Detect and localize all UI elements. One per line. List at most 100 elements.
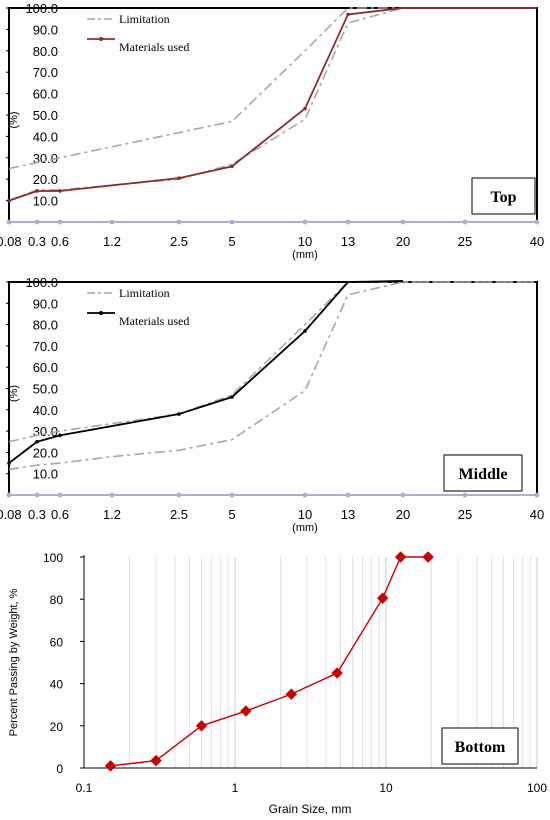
y-axis-title: (%) (8, 385, 20, 402)
grading-marker (376, 592, 389, 604)
baseline-marker (229, 492, 235, 498)
x-tick-label: 0.08 (0, 507, 22, 522)
x-tick-label: 5 (228, 507, 235, 522)
baseline-marker (345, 219, 351, 225)
x-tick-label: 40 (530, 507, 544, 522)
chart-top: 10.020.030.040.050.060.070.080.090.0100.… (0, 1, 544, 261)
chart-middle: 10.020.030.040.050.060.070.080.090.0100.… (0, 275, 544, 534)
y-tick-label: 50.0 (33, 382, 58, 397)
baseline-marker (302, 219, 308, 225)
x-tick-label: 0.08 (0, 234, 22, 249)
materials-used-marker (303, 106, 307, 111)
x-tick-label: 10 (298, 507, 312, 522)
baseline-marker (6, 492, 12, 498)
baseline-marker (109, 492, 115, 498)
legend-materials-marker (99, 311, 103, 315)
grading-marker (331, 667, 343, 679)
x-tick-label: 20 (396, 234, 410, 249)
y-tick-label: 40.0 (33, 403, 58, 418)
baseline-marker (345, 492, 351, 498)
y-tick-label: 90.0 (33, 296, 58, 311)
baseline-marker (34, 492, 40, 498)
y-tick-label: 40.0 (33, 129, 58, 144)
grading-marker (195, 720, 208, 732)
limitation-line (8, 7, 537, 202)
y-axis-title: Percent Passing by Weight, % (8, 588, 20, 736)
baseline-marker (462, 492, 468, 498)
y-tick-label: 90.0 (33, 22, 58, 37)
materials-used-line (8, 7, 537, 202)
y-tick-label: 0 (56, 762, 63, 776)
y-tick-label: 60 (50, 635, 64, 649)
materials-used-marker (177, 412, 181, 416)
limitation-line (8, 281, 537, 443)
legend-materials-marker (99, 37, 103, 41)
x-tick-label: 1 (232, 781, 239, 795)
y-tick-label: 60.0 (33, 360, 58, 375)
y-tick-label: 10.0 (33, 467, 58, 482)
baseline-marker (534, 219, 540, 225)
limitation-line (8, 281, 537, 471)
legend-limitation-label: Limitation (119, 286, 170, 300)
grading-marker (104, 760, 117, 772)
materials-used-marker (7, 198, 11, 203)
grading-line (110, 556, 429, 767)
materials-used-marker (230, 395, 234, 399)
grading-marker (285, 688, 298, 700)
legend-materials-label: Materials used (119, 314, 189, 328)
baseline-marker (57, 492, 63, 498)
panel-label: Bottom (455, 739, 506, 756)
baseline-marker (57, 219, 63, 225)
x-tick-label: 1.2 (103, 507, 121, 522)
x-tick-label: 1.2 (103, 234, 121, 249)
limitation-line (8, 7, 537, 170)
y-tick-label: 20 (50, 720, 64, 734)
x-tick-label: 2.5 (170, 507, 188, 522)
materials-used-marker (177, 176, 181, 180)
x-tick-label: 25 (458, 234, 472, 249)
x-tick-label: 0.6 (51, 234, 69, 249)
materials-used-marker (230, 164, 234, 169)
materials-used-marker (58, 189, 62, 193)
materials-used-line (8, 280, 404, 464)
materials-used-marker (35, 439, 39, 444)
y-axis-title: (%) (8, 111, 20, 128)
chart-bottom: 0 20 40 60 80 100 0.1 1 10 100 Grain Size, mm Perce… (8, 551, 547, 816)
grading-marker (394, 551, 407, 563)
y-tick-label: 10.0 (33, 194, 58, 209)
baseline-marker (176, 492, 182, 498)
y-tick-label: 80 (50, 593, 64, 607)
materials-used-marker (58, 433, 62, 438)
y-tick-label: 100.0 (25, 275, 58, 290)
x-tick-label: 100 (527, 781, 547, 795)
y-tick-label: 80.0 (33, 318, 58, 333)
materials-used-marker (7, 461, 11, 465)
y-tick-label: 20.0 (33, 172, 58, 187)
panel-label: Top (490, 189, 516, 206)
y-tick-label: 80.0 (33, 44, 58, 59)
plot-frame (8, 7, 538, 223)
x-tick-label: 40 (530, 234, 544, 249)
x-tick-label: 0.1 (76, 781, 93, 795)
x-tick-label: 0.3 (28, 507, 46, 522)
y-tick-label: 50.0 (33, 108, 58, 123)
grading-marker (422, 551, 434, 563)
baseline-marker (34, 219, 40, 225)
y-tick-label: 70.0 (33, 65, 58, 80)
grading-marker (240, 705, 252, 717)
x-axis-title: (mm) (292, 522, 318, 534)
baseline-marker (400, 492, 406, 498)
x-tick-label: 13 (341, 507, 355, 522)
x-tick-label: 0.3 (28, 234, 46, 249)
x-tick-label: 10 (298, 234, 312, 249)
x-tick-label: 0.6 (51, 507, 69, 522)
baseline-marker (302, 492, 308, 498)
x-tick-label: 10 (379, 781, 393, 795)
y-tick-label: 100 (43, 551, 63, 565)
baseline-marker (176, 219, 182, 225)
x-axis-title: (mm) (292, 249, 318, 261)
x-tick-label: 20 (396, 507, 410, 522)
grading-marker (150, 754, 162, 767)
materials-used-marker (346, 12, 350, 17)
